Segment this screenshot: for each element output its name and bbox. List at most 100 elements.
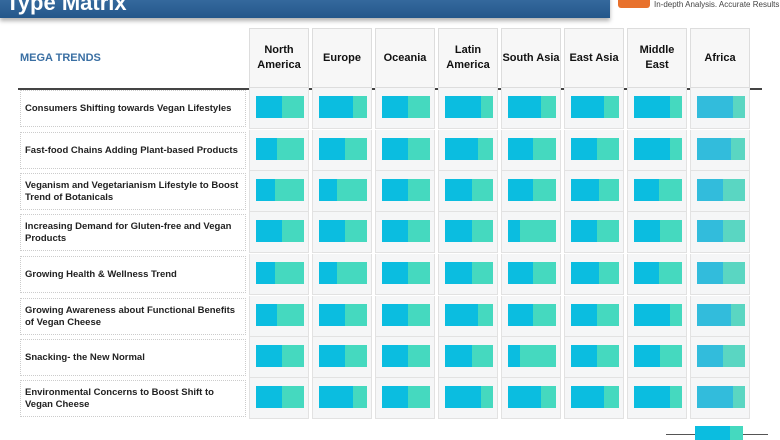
matrix-cell xyxy=(690,171,750,212)
share-bar xyxy=(256,345,304,367)
matrix-cell xyxy=(627,212,687,253)
share-bar-fill xyxy=(382,138,409,160)
share-bar xyxy=(319,345,367,367)
share-bar xyxy=(445,220,493,242)
matrix-cell xyxy=(627,130,687,171)
matrix-cell xyxy=(564,212,624,253)
row-label: Environmental Concerns to Boost Shift to… xyxy=(20,380,246,417)
share-bar-fill xyxy=(508,138,534,160)
share-bar-fill xyxy=(382,220,409,242)
share-bar xyxy=(445,96,493,118)
matrix-cell xyxy=(438,212,498,253)
matrix-cell xyxy=(438,296,498,337)
share-bar xyxy=(571,304,619,326)
share-bar xyxy=(319,386,367,408)
share-bar xyxy=(319,220,367,242)
share-bar-fill xyxy=(571,386,604,408)
share-bar xyxy=(697,304,745,326)
share-bar xyxy=(508,345,556,367)
share-bar xyxy=(508,138,556,160)
share-bar-fill xyxy=(319,220,346,242)
share-bar-fill xyxy=(382,262,409,284)
share-bar-fill xyxy=(571,345,597,367)
matrix-cell xyxy=(249,296,309,337)
share-bar-fill xyxy=(445,304,479,326)
share-bar xyxy=(319,304,367,326)
share-bar-fill xyxy=(508,96,542,118)
share-bar-fill xyxy=(697,138,731,160)
matrix-cell xyxy=(312,88,372,129)
column-header: Africa xyxy=(690,28,750,88)
matrix-cell xyxy=(375,130,435,171)
share-bar-fill xyxy=(697,345,723,367)
matrix-cell xyxy=(690,296,750,337)
share-bar xyxy=(697,179,745,201)
share-bar xyxy=(571,386,619,408)
matrix-cell xyxy=(249,337,309,378)
matrix-cell xyxy=(249,212,309,253)
share-bar-fill xyxy=(571,262,600,284)
share-bar-fill xyxy=(508,262,534,284)
share-bar-fill xyxy=(382,179,409,201)
matrix-cell xyxy=(375,254,435,295)
matrix-cell xyxy=(312,130,372,171)
share-bar-fill xyxy=(319,262,338,284)
share-bar xyxy=(256,386,304,408)
share-bar-fill xyxy=(256,179,276,201)
brand-tagline: In-depth Analysis. Accurate Results xyxy=(654,0,780,9)
share-bar-fill xyxy=(256,345,283,367)
matrix-cell xyxy=(312,212,372,253)
share-bar xyxy=(319,96,367,118)
row-label: Increasing Demand for Gluten-free and Ve… xyxy=(20,214,246,251)
share-bar xyxy=(319,138,367,160)
matrix-cell xyxy=(690,88,750,129)
row-label: Fast-food Chains Adding Plant-based Prod… xyxy=(20,132,246,169)
share-bar xyxy=(508,304,556,326)
column-header: Middle East xyxy=(627,28,687,88)
share-bar-fill xyxy=(571,179,600,201)
share-bar xyxy=(571,345,619,367)
share-bar xyxy=(445,138,493,160)
matrix-cell xyxy=(249,254,309,295)
share-bar-fill xyxy=(319,345,346,367)
share-bar xyxy=(571,220,619,242)
matrix-cell xyxy=(690,378,750,419)
matrix-cell xyxy=(312,296,372,337)
share-bar-fill xyxy=(445,138,479,160)
share-bar-fill xyxy=(319,138,346,160)
share-bar-fill xyxy=(634,220,661,242)
matrix-cell xyxy=(627,337,687,378)
share-bar-fill xyxy=(571,220,597,242)
share-bar xyxy=(634,179,682,201)
share-bar-fill xyxy=(445,220,472,242)
share-bar xyxy=(256,138,304,160)
share-bar-fill xyxy=(319,386,353,408)
share-bar-fill xyxy=(634,304,670,326)
share-bar-fill xyxy=(508,386,542,408)
share-bar xyxy=(445,304,493,326)
share-bar xyxy=(256,220,304,242)
share-bar-fill xyxy=(445,386,481,408)
share-bar-fill xyxy=(697,304,731,326)
title-bar: Type Matrix xyxy=(0,0,610,18)
matrix-cell xyxy=(312,378,372,419)
matrix-cell xyxy=(312,171,372,212)
share-bar xyxy=(382,262,430,284)
row-label: Veganism and Vegetarianism Lifestyle to … xyxy=(20,173,246,210)
share-bar-fill xyxy=(571,304,597,326)
matrix-cell xyxy=(501,378,561,419)
share-bar-fill xyxy=(256,96,283,118)
share-bar xyxy=(256,96,304,118)
share-bar-fill xyxy=(382,386,409,408)
brand-logo xyxy=(618,0,650,8)
legend-fill xyxy=(695,426,730,440)
share-bar-fill xyxy=(445,345,472,367)
matrix-cell xyxy=(438,130,498,171)
share-bar-fill xyxy=(256,304,277,326)
matrix-cell xyxy=(501,296,561,337)
matrix-cell xyxy=(501,171,561,212)
matrix-cell xyxy=(249,378,309,419)
share-bar-fill xyxy=(571,96,604,118)
share-bar xyxy=(697,138,745,160)
share-bar xyxy=(508,262,556,284)
